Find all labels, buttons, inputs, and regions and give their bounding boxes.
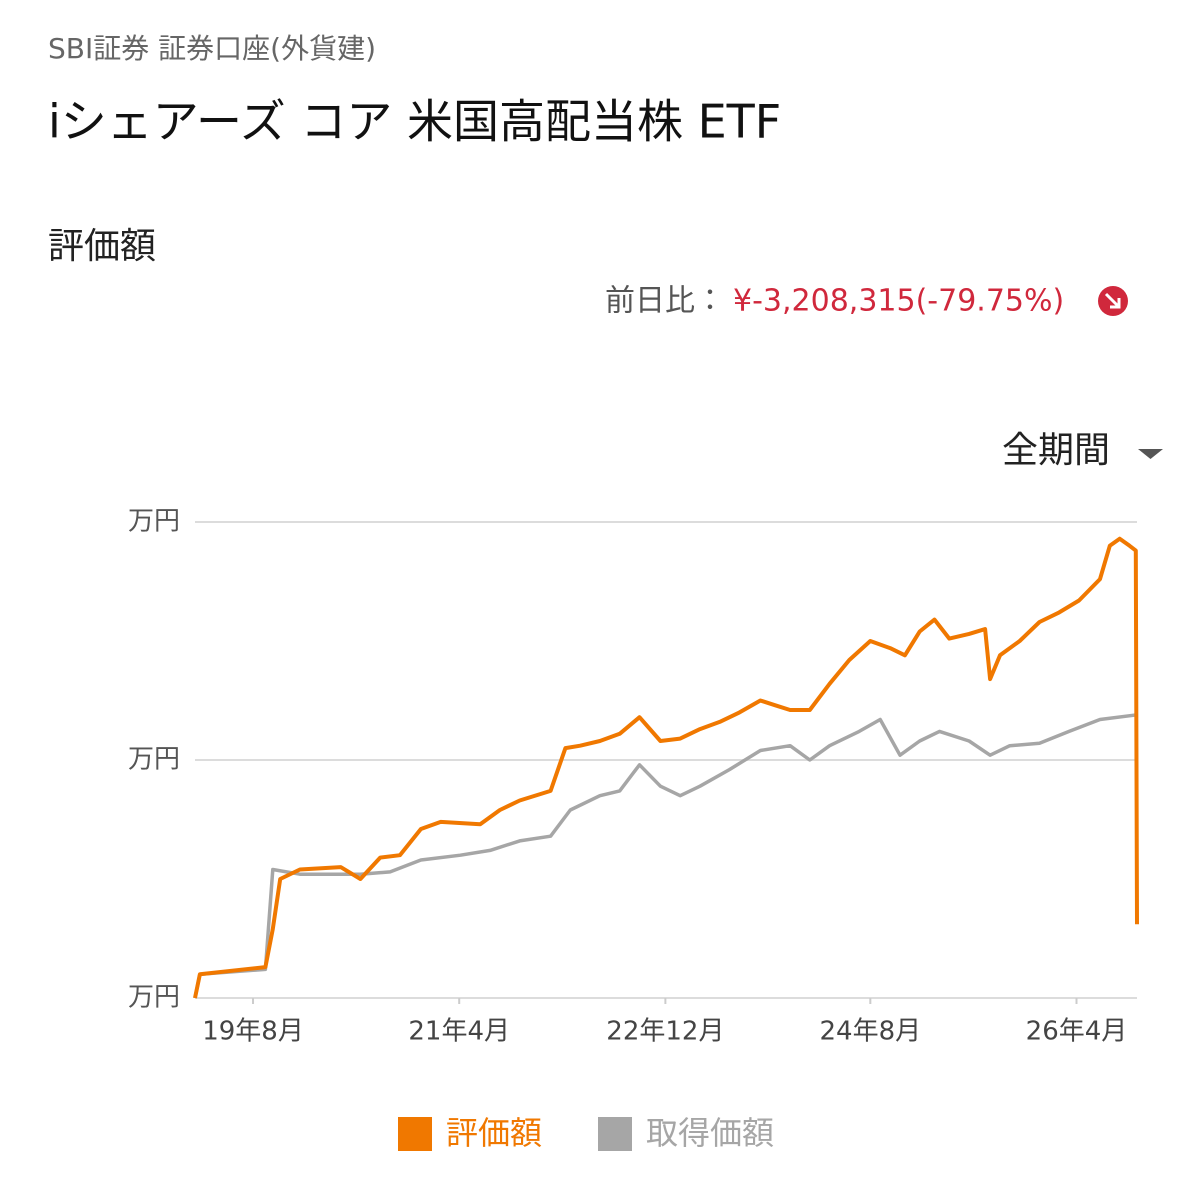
period-selector[interactable]: 全期間 [1002, 430, 1163, 471]
account: SBI証券 証券口座(外貨建) [48, 32, 376, 65]
change-value: ¥-3,208,315(-79.75%) [733, 284, 1064, 319]
down-icon [1098, 286, 1128, 316]
legend-swatch [398, 1117, 432, 1151]
change-label: 前日比： [605, 284, 725, 319]
x-tick-label: 24年8月 [820, 1017, 922, 1047]
series-line [193, 713, 1138, 999]
x-tick-label: 21年4月 [408, 1017, 510, 1047]
legend-label: 評価額 [446, 1114, 542, 1152]
y-tick-label: 万円 [128, 507, 180, 537]
x-tick-label: 19年8月 [202, 1017, 304, 1047]
legend-swatch [598, 1117, 632, 1151]
x-tick-label: 26年4月 [1026, 1017, 1128, 1047]
x-tick-label: 22年12月 [606, 1017, 724, 1047]
series-line [193, 536, 1139, 999]
y-tick-label: 万円 [128, 745, 180, 775]
legend: 評価額 取得価額 [398, 1114, 774, 1152]
y-tick-label: 万円 [128, 983, 180, 1013]
legend-label: 取得価額 [646, 1114, 774, 1152]
period-label[interactable]: 全期間 [1002, 430, 1110, 471]
section-title: 評価額 [48, 226, 156, 267]
dropdown-arrow[interactable] [1138, 449, 1163, 459]
fund-title: iシェアーズ コア 米国高配当株 ETF [48, 95, 781, 149]
